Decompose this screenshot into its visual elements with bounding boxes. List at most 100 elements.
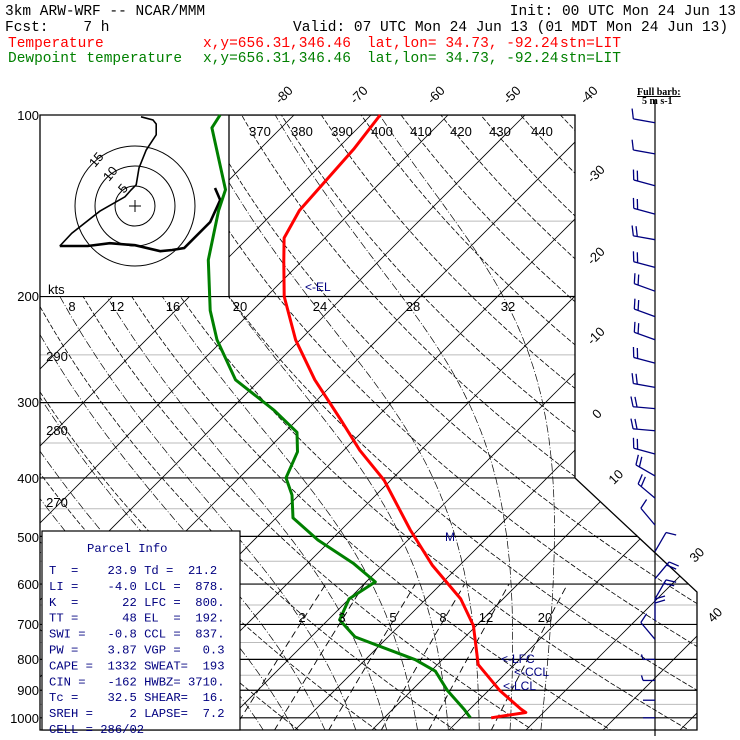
dewpoint-curve (206, 114, 472, 719)
wind-barb (640, 654, 655, 661)
barb-full (630, 396, 634, 407)
isotherm-label: -10 (584, 324, 608, 348)
barb-shaft (633, 356, 656, 364)
barb-shaft (634, 283, 656, 292)
barb-shaft (633, 447, 656, 455)
isotherm-label: -70 (347, 83, 371, 107)
barb-shaft (633, 149, 656, 155)
isotherm (666, 115, 697, 730)
parcel-info-row: PW = 3.87 VGP = 0.3 (49, 644, 225, 658)
barb-shaft (633, 179, 656, 187)
dry-adiabat (600, 115, 697, 730)
dry-adiabat-label: 270 (46, 495, 68, 510)
barb-full (633, 321, 636, 333)
dry-adiabat (40, 115, 395, 730)
mixing-ratio-label: 5 (389, 610, 396, 625)
moist-adiabat (40, 115, 326, 730)
dry-adiabat-label: 440 (531, 124, 553, 139)
dry-adiabat-label: 390 (331, 124, 353, 139)
wind-barb (632, 251, 656, 269)
dry-adiabat-label: 370 (249, 124, 271, 139)
wind-barb (630, 396, 656, 410)
dry-adiabat-labels: 370 380 390 400 410 420 430 440 290 280 … (46, 124, 553, 510)
el-marker: <-EL (305, 280, 331, 294)
dry-adiabat (40, 115, 474, 730)
barb-half (640, 675, 644, 681)
barb-half (640, 654, 644, 660)
isotherm-label: 30 (686, 544, 707, 565)
parcel-info-title: Parcel Info (87, 542, 167, 556)
wind-barb (631, 108, 656, 124)
moist-adiabat (125, 115, 449, 730)
parcel-info-box: Parcel Info T = 23.9 Td = 21.2 LI = -4.0 … (41, 530, 241, 737)
hodograph-ring-label: 10 (100, 163, 121, 184)
barb-shaft (633, 406, 656, 410)
dry-adiabat (480, 115, 697, 730)
barb-full (654, 599, 666, 604)
hodograph-trace-upper (59, 116, 157, 247)
wind-barb (631, 225, 656, 241)
moist-adiabat-label: 28 (406, 299, 420, 314)
ccl-marker: <-CCL (514, 665, 549, 679)
wind-barb (633, 273, 656, 292)
moist-adiabat-label: 20 (233, 299, 247, 314)
barb-full (637, 274, 640, 286)
mixing-ratio-line (490, 583, 568, 730)
isotherm (281, 115, 697, 730)
frame-outline (39, 114, 698, 731)
barb-shaft (637, 483, 656, 499)
parcel-info-row: CELL = 286/02 (49, 723, 144, 737)
parcel-info-row: SWI = -0.8 CCL = 837. (49, 628, 225, 642)
wind-barb (640, 613, 656, 640)
moist-adiabat-label: 32 (501, 299, 515, 314)
barb-full (665, 531, 677, 536)
dry-adiabat-label: 410 (410, 124, 432, 139)
barb-shaft (640, 507, 656, 526)
moist-adiabat (379, 115, 555, 730)
barb-full (638, 456, 643, 468)
isotherm (40, 115, 462, 730)
dry-adiabat-label: 290 (46, 349, 68, 364)
dry-adiabat (440, 115, 697, 730)
parcel-info-frame (41, 530, 241, 731)
dry-adiabat (40, 115, 554, 730)
mixing-ratio-line (232, 583, 327, 730)
mixing-ratio-line (380, 583, 465, 730)
wind-barb (654, 579, 677, 600)
init-time: Init: 00 UTC Mon 24 Jun 13 (509, 4, 736, 20)
wind-barb (632, 346, 656, 364)
moist-adiabat-label: 16 (166, 299, 180, 314)
barb-full (666, 564, 677, 570)
isotherm (512, 115, 697, 730)
parcel-info-row: K = 22 LFC = 800. (49, 596, 225, 610)
barb-full (634, 418, 638, 430)
barb-full (635, 226, 638, 237)
dry-adiabat-label: 430 (489, 124, 511, 139)
pressure-label: 300 (17, 395, 39, 410)
isotherm (204, 115, 697, 730)
parcel-info-row: T = 23.9 Td = 21.2 (49, 564, 217, 578)
barb-full (634, 396, 638, 408)
wind-barb (630, 418, 656, 432)
mixing-ratio-label: 12 (479, 610, 493, 625)
dry-adiabat (201, 115, 697, 730)
moist-adiabat (40, 115, 357, 730)
dewpoint-xy: x,y=656.31,346.46 (203, 51, 351, 67)
dry-adiabat (241, 115, 697, 730)
isotherm (589, 115, 697, 730)
wind-barb (632, 197, 656, 215)
dry-adiabat (41, 115, 633, 730)
barb-full (640, 613, 648, 623)
isotherm (358, 115, 697, 730)
barb-full (665, 579, 677, 583)
barb-full (637, 474, 643, 485)
isotherm (435, 115, 697, 730)
temperature-curve (282, 114, 528, 720)
mixing-ratio-label: 2 (298, 610, 305, 625)
mixing-ratio-line (328, 583, 416, 730)
wind-barb (631, 139, 656, 155)
wind-barb (637, 474, 656, 499)
parcel-info-row: CAPE = 1332 SWEAT= 193 (49, 659, 225, 673)
pressure-label: 1000 (10, 711, 39, 726)
moist-adiabat (192, 115, 480, 730)
